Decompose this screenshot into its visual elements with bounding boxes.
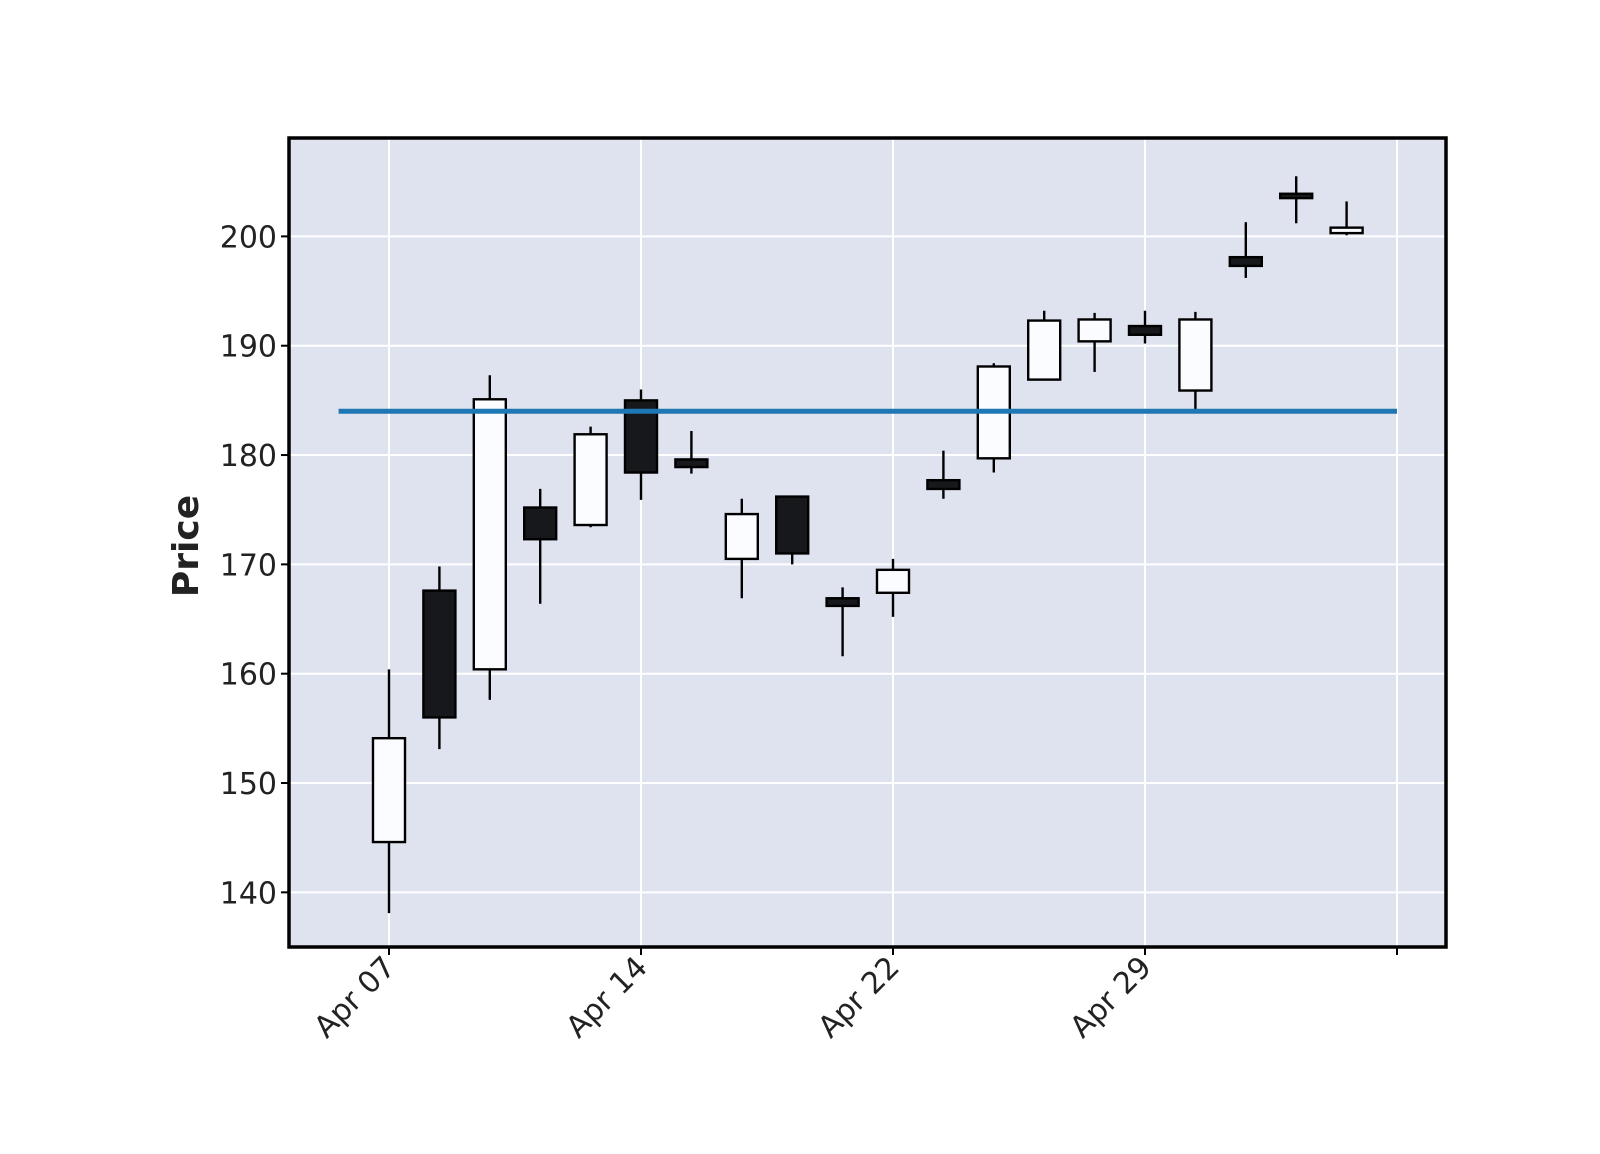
candle-body-up [1026, 319, 1062, 381]
y-tick-label: 180 [220, 439, 277, 474]
candle [1026, 310, 1062, 381]
candle [1228, 222, 1264, 278]
candle-body-down [523, 506, 558, 541]
candle-body-up [472, 398, 507, 671]
candle-body-up [724, 512, 759, 561]
y-axis-label: Price [166, 495, 207, 597]
candle [1077, 312, 1112, 372]
candle [775, 495, 810, 565]
candle [1178, 311, 1213, 410]
y-tick-label: 160 [220, 658, 277, 693]
candle [825, 587, 860, 657]
grid-lines [289, 138, 1446, 947]
candle-body-down [775, 495, 810, 555]
candle [1329, 201, 1364, 236]
y-tick-label: 190 [220, 330, 277, 365]
candle-body-up [1077, 318, 1112, 343]
candle [976, 363, 1011, 473]
candle-body-down [825, 597, 860, 608]
y-tick-label: 150 [220, 767, 277, 802]
x-tick-label: Apr 07 [307, 950, 402, 1045]
candle-body-down [1127, 324, 1163, 336]
candle [724, 498, 759, 599]
candle [573, 426, 608, 528]
y-axis: 140 150 160 170 180 190 200 [220, 220, 289, 911]
candle [674, 430, 709, 474]
y-tick-label: 200 [220, 220, 277, 255]
candle-body-down [926, 478, 961, 491]
candle [472, 375, 507, 700]
candle-body-down [422, 589, 457, 719]
candle-body-down [674, 458, 709, 469]
candle [926, 450, 961, 499]
candle-body-down [1228, 255, 1264, 268]
x-tick-label: Apr 29 [1063, 950, 1158, 1045]
candle-body-up [875, 568, 911, 594]
candle-body-up [573, 433, 608, 527]
candle-body-up [371, 736, 407, 844]
candle [875, 558, 911, 617]
candle-body-up [1178, 318, 1213, 392]
y-tick-label: 140 [220, 876, 277, 911]
candle [1127, 310, 1163, 344]
candle [523, 488, 558, 604]
y-tick-label: 170 [220, 548, 277, 583]
plot-background [289, 138, 1446, 947]
candle [1278, 176, 1314, 224]
candle [371, 669, 407, 914]
candle [422, 566, 457, 750]
candle-body-down [1278, 192, 1314, 200]
candle-body-up [1329, 226, 1364, 235]
plot-frame [287, 136, 1448, 949]
x-tick-label: Apr 14 [559, 950, 654, 1045]
x-tick-label: Apr 22 [811, 950, 906, 1045]
x-axis: Apr 07 Apr 14 Apr 22 Apr 29 [307, 947, 1398, 1045]
